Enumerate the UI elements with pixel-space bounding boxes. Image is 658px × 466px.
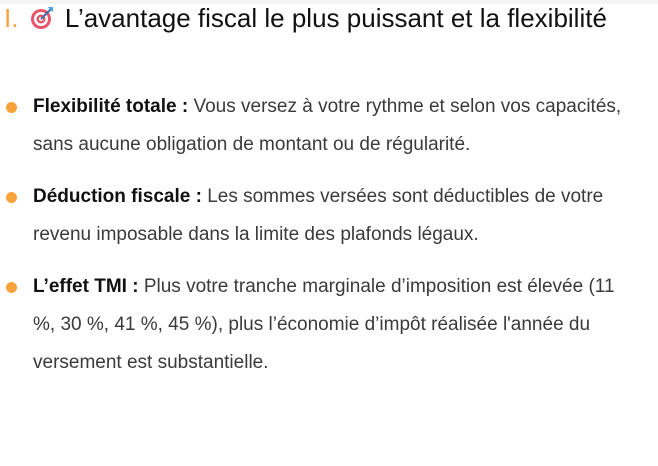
section-title: L’avantage fiscal le plus puissant et la…: [64, 3, 607, 33]
item-label: Déduction fiscale :: [33, 186, 202, 207]
item-text: Plus votre tranche marginale d’impositio…: [33, 276, 615, 373]
section-number: I.: [4, 3, 19, 33]
bullet-dot-icon: [6, 192, 17, 203]
list-item: Flexibilité totale : Vous versez à votre…: [0, 88, 633, 164]
bullet-dot-icon: [6, 282, 17, 293]
list-item: Déduction fiscale : Les sommes versées s…: [0, 178, 633, 254]
bullet-list: Flexibilité totale : Vous versez à votre…: [0, 88, 650, 396]
bullet-dot-icon: [6, 102, 17, 113]
list-item: L’effet TMI : Plus votre tranche margina…: [0, 268, 633, 382]
item-text: Les sommes versées sont déductibles de v…: [33, 186, 604, 245]
item-label: L’effet TMI :: [33, 276, 139, 297]
section-heading: I. L’avantage fiscal le plus puissant et…: [4, 2, 644, 35]
target-dart-icon: [30, 5, 54, 29]
top-edge: [0, 0, 658, 4]
item-text: Vous versez à votre rythme et selon vos …: [33, 96, 622, 155]
item-label: Flexibilité totale :: [33, 96, 189, 117]
